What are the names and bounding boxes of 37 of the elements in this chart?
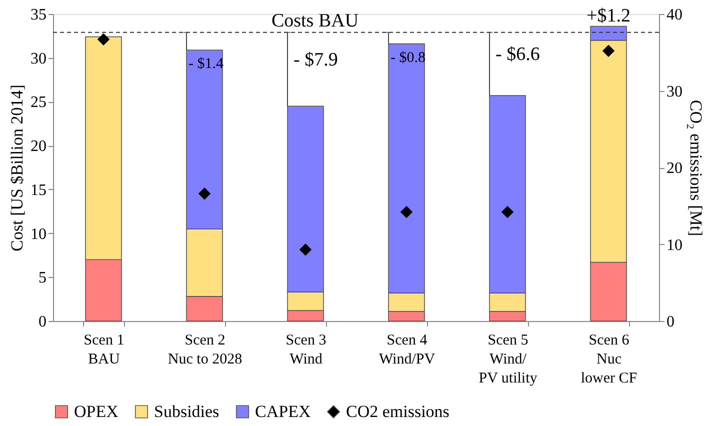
- annotation: +$1.2: [586, 5, 630, 26]
- point: [97, 33, 110, 46]
- point: [602, 44, 615, 57]
- point: [400, 206, 413, 218]
- legend-label: Subsidies: [154, 402, 220, 421]
- y2-tick-label: 20: [666, 160, 682, 177]
- y2-tick-label: 30: [666, 83, 682, 100]
- legend-label: OPEX: [74, 402, 118, 421]
- y-axis-title: Cost [US $Billion 2014]: [8, 84, 26, 252]
- x-tick-label: Scen 4 Wind/PV: [378, 332, 436, 368]
- y2-tick-label: 10: [666, 236, 682, 254]
- point: [299, 244, 312, 256]
- y2-tick-label: 40: [666, 6, 682, 24]
- y-tick-label: 35: [30, 6, 46, 24]
- x-tick-label: Scen 2 Nuc to 2028: [168, 332, 242, 368]
- x-tick-label: Scen 3 Wind: [286, 332, 326, 368]
- annotation: - $0.8: [390, 50, 426, 66]
- y-tick-label: 5: [38, 270, 46, 287]
- y-tick-label: 25: [30, 94, 46, 112]
- point: [501, 206, 514, 218]
- y-tick-label: 0: [38, 314, 46, 330]
- y2-tick-label: 0: [666, 314, 674, 330]
- x-tick-label: Scen 5 Wind/ PV utility: [478, 332, 538, 386]
- legend-label: CO2 emissions: [346, 402, 450, 421]
- ref-line-label: Costs BAU: [271, 10, 359, 32]
- annotation: - $6.6: [496, 44, 540, 65]
- x-tick-label: Scen 1 BAU: [84, 332, 124, 368]
- x-tick-label: Scen 6 Nuc lower CF: [580, 332, 638, 386]
- y-tick-label: 30: [30, 50, 46, 68]
- y-tick-label: 20: [30, 138, 46, 156]
- y-tick-label: 15: [30, 182, 46, 199]
- point: [198, 187, 211, 200]
- y2-axis-title: CO₂ emissions [Mt]: [686, 100, 706, 236]
- annotation: - $7.9: [294, 49, 338, 70]
- legend-label: CAPEX: [255, 402, 311, 421]
- annotation: - $1.4: [188, 56, 224, 72]
- y-tick-label: 10: [30, 226, 46, 243]
